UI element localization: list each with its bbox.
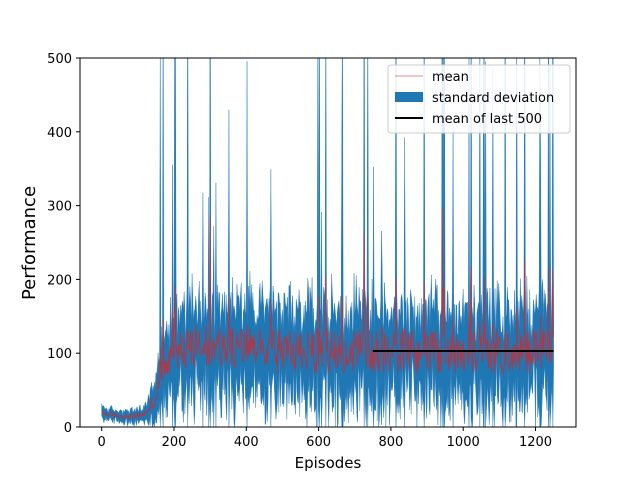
y-tick-label: 300 (47, 200, 72, 215)
legend: mean standard deviation mean of last 500 (387, 64, 571, 134)
y-tick-label: 200 (47, 273, 72, 288)
legend-mean-label: mean (432, 70, 469, 85)
x-tick-label: 0 (98, 435, 106, 450)
legend-standard-deviation-label: standard deviation (432, 91, 554, 106)
legend-standard-deviation-swatch (395, 92, 423, 102)
x-tick-label: 200 (162, 435, 187, 450)
y-tick-label: 0 (64, 421, 72, 436)
x-tick-label: 1200 (519, 435, 552, 450)
y-tick-label: 400 (47, 126, 72, 141)
x-axis-label: Episodes (295, 454, 362, 472)
y-axis-label: Performance (19, 186, 40, 300)
legend-box (387, 64, 571, 134)
x-axis: 0 200 400 600 800 1000 1200 (98, 427, 552, 450)
legend-mean-of-last-500-label: mean of last 500 (432, 112, 542, 127)
y-tick-label: 500 (47, 52, 72, 67)
mean-line (101, 207, 554, 420)
y-axis: 0 100 200 300 400 500 (47, 52, 80, 436)
y-tick-label: 100 (47, 347, 72, 362)
x-tick-label: 600 (306, 435, 331, 450)
x-tick-label: 400 (234, 435, 259, 450)
x-tick-label: 1000 (447, 435, 480, 450)
x-tick-label: 800 (378, 435, 403, 450)
plot-frame (79, 57, 577, 428)
standard-deviation-band (101, 58, 554, 427)
